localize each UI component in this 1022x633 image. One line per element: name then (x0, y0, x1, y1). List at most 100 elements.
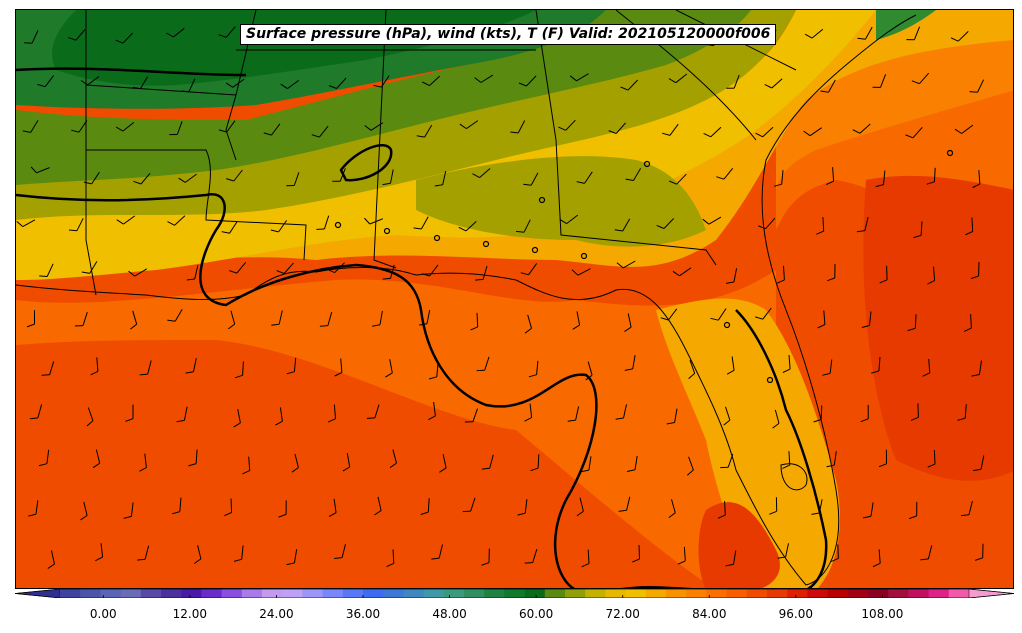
wind-barb (96, 357, 99, 372)
wind-barb (627, 79, 639, 91)
wind-barb (587, 361, 593, 376)
wind-barb-flag (688, 373, 696, 379)
wind-barb-flag (660, 317, 669, 321)
wind-barb-flag (475, 278, 484, 281)
wind-barb-flag (969, 91, 978, 93)
wind-barb (920, 221, 923, 236)
wind-barb (426, 309, 431, 324)
wind-barb (293, 172, 300, 186)
wind-barb-flag (860, 418, 869, 423)
wind-barb-flag (185, 371, 194, 374)
wind-barb (622, 260, 636, 269)
wind-barb (627, 313, 632, 328)
wind-barb-flag (772, 422, 780, 429)
wind-barb (36, 167, 50, 174)
wind-barb (837, 544, 839, 559)
wind-barb-flag (971, 374, 980, 377)
wind-barb-flag (172, 511, 180, 515)
colorbar-segment (504, 589, 526, 598)
wind-barb (671, 499, 676, 513)
wind-barb-flag (803, 130, 811, 137)
colorbar-tick-label: 72.00 (605, 607, 640, 621)
wind-barb-flag (913, 234, 922, 239)
wind-barb-flag (29, 417, 38, 420)
colorbar-tick-label: 24.00 (259, 607, 294, 621)
wind-barb (919, 72, 930, 85)
wind-barb-flag (710, 317, 719, 321)
temp-band-northeast-green (876, 10, 936, 40)
wind-barb (122, 122, 135, 132)
wind-barb-flag (278, 513, 287, 518)
wind-barb-flag (672, 270, 680, 277)
wind-barb-flag (769, 510, 777, 515)
colorbar-segment (80, 589, 101, 598)
wind-barb-flag (878, 463, 887, 468)
wind-barb-flag (811, 512, 820, 515)
wind-barb-flag (963, 327, 972, 332)
wind-barb (279, 407, 283, 422)
wind-barb (436, 362, 439, 377)
wind-barb-flag (218, 34, 227, 38)
wind-barb-flag (389, 462, 397, 469)
wind-barb (392, 449, 397, 464)
wind-barb (622, 218, 631, 232)
temp-band-florida-hot (698, 502, 780, 588)
wind-barb (334, 262, 345, 273)
wind-barb (727, 453, 734, 468)
wind-barb (633, 168, 642, 181)
temp-band-olive-mid (416, 156, 706, 247)
wind-barb (44, 75, 54, 88)
wind-barb (185, 173, 197, 183)
wind-barb (429, 75, 441, 86)
wind-barb-flag (30, 166, 37, 174)
wind-barb-flag (782, 368, 791, 373)
wind-barb (632, 355, 636, 369)
wind-barb-flag (861, 325, 870, 328)
wind-barb-flag (559, 218, 567, 225)
wind-barb-flag (669, 180, 677, 185)
colorbar-segment (484, 589, 505, 598)
wind-barb-flag (286, 371, 295, 375)
wind-barb (864, 216, 869, 231)
boundaries (16, 10, 917, 586)
wind-barb (87, 76, 100, 86)
wind-barb-flag (820, 90, 829, 93)
wind-barb (957, 31, 969, 42)
wind-barb (708, 216, 722, 225)
wind-barb (346, 453, 351, 468)
colorbar-segment (827, 589, 849, 598)
wind-barb (233, 169, 243, 182)
wind-barb (82, 312, 88, 326)
wind-barb (964, 404, 967, 419)
wind-barb (287, 79, 299, 90)
wind-barb (576, 73, 589, 82)
wind-barb (75, 29, 86, 41)
wind-barb (195, 449, 198, 464)
wind-barb (87, 407, 94, 421)
wind-barb-flag (225, 82, 234, 88)
wind-barb-flag (328, 512, 337, 517)
wind-barb (132, 310, 138, 325)
wind-barb-flag (950, 37, 959, 42)
colorbar-segment (322, 589, 344, 598)
colorbar-segment (726, 589, 748, 598)
wind-barb-flag (327, 418, 336, 423)
wind-barb (179, 497, 182, 512)
wind-barb-flag (954, 128, 962, 134)
wind-barb-flag (822, 372, 831, 376)
wind-barb-flag (856, 230, 865, 233)
wind-barb (588, 456, 592, 471)
wind-barb (379, 310, 383, 325)
wind-barb-flag (524, 327, 532, 334)
wind-barb (144, 545, 150, 560)
wind-barb-flag (374, 510, 382, 516)
wind-barb (242, 361, 244, 376)
wind-barb-flag (723, 419, 731, 426)
wind-barb (833, 451, 837, 466)
wind-barb-flag (115, 39, 124, 44)
temp-band-green (16, 10, 751, 185)
wind-barb (587, 549, 590, 564)
colorbar-segment (928, 589, 950, 598)
wind-barb-flag (975, 557, 983, 561)
wind-barb (765, 217, 776, 230)
